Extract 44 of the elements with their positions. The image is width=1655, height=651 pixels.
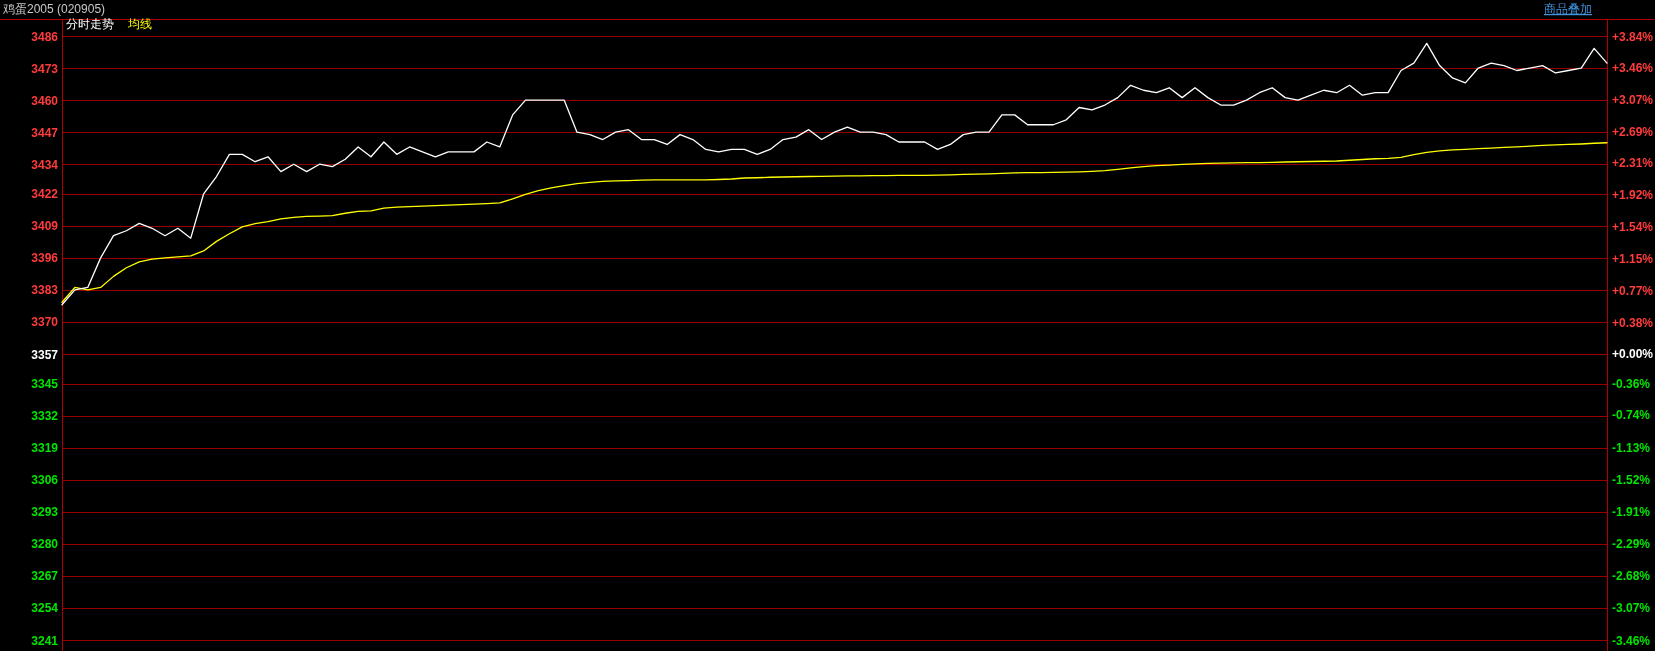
y2-tick-label: +2.31% <box>1612 156 1654 171</box>
y-tick-label: 3241 <box>31 633 59 648</box>
y-tick-label: 3447 <box>31 125 59 140</box>
y2-tick-label: +3.46% <box>1612 60 1654 75</box>
y-tick-label: 3280 <box>31 537 59 552</box>
text: 分时走势 <box>66 17 114 31</box>
y-tick-label: 3306 <box>31 473 59 488</box>
y-tick-label: 3345 <box>31 377 59 392</box>
text: 商品叠加 <box>1544 2 1592 16</box>
y2-tick-label: -2.68% <box>1612 568 1651 583</box>
y-tick-label: 3409 <box>31 219 59 234</box>
y-tick-label: 3486 <box>31 29 59 44</box>
y2-tick-label: -1.91% <box>1612 505 1651 520</box>
chart-title: 鸡蛋2005 (020905) <box>2 2 106 16</box>
y2-tick-label: +1.54% <box>1612 219 1654 234</box>
y-tick-label: 3383 <box>31 283 59 298</box>
y2-tick-label: -2.29% <box>1612 536 1651 551</box>
y2-tick-label: -0.74% <box>1612 408 1651 423</box>
y2-tick-label: +0.77% <box>1612 283 1654 298</box>
y2-tick-label: -1.13% <box>1612 440 1651 455</box>
y2-tick-label: -1.52% <box>1612 472 1651 487</box>
y-tick-label: 3396 <box>31 251 59 266</box>
y2-tick-label: -0.36% <box>1612 377 1651 392</box>
y-tick-label: 3254 <box>31 601 59 616</box>
y2-tick-label: +1.92% <box>1612 188 1654 203</box>
text: 均线 <box>127 17 152 31</box>
y2-tick-label: +0.38% <box>1612 315 1654 330</box>
y-tick-label: 3460 <box>31 93 59 108</box>
y-tick-label: 3357 <box>31 347 59 362</box>
y2-tick-label: +1.15% <box>1612 252 1654 267</box>
y-tick-label: 3293 <box>31 505 59 520</box>
y2-tick-label: -3.46% <box>1612 633 1651 648</box>
y-tick-label: 3267 <box>31 569 59 584</box>
y-tick-label: 3370 <box>31 315 59 330</box>
y-tick-label: 3332 <box>31 409 59 424</box>
y2-tick-label: +3.07% <box>1612 93 1654 108</box>
y2-tick-label: +2.69% <box>1612 124 1654 139</box>
y2-tick-label: +0.00% <box>1612 347 1654 362</box>
y-tick-label: 3422 <box>31 187 59 202</box>
y-tick-label: 3319 <box>31 441 59 456</box>
y-tick-label: 3434 <box>31 157 59 172</box>
y-tick-label: 3473 <box>31 61 59 76</box>
y2-tick-label: +3.84% <box>1612 29 1654 44</box>
y2-tick-label: -3.07% <box>1612 601 1651 616</box>
